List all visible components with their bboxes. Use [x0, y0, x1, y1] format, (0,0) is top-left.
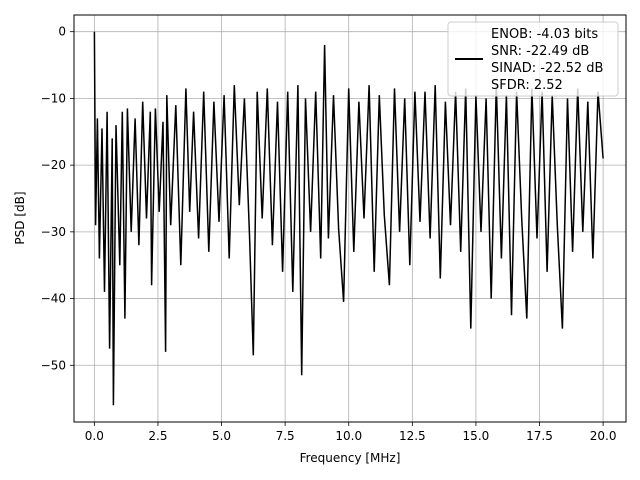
- x-tick-label: 15.0: [463, 429, 490, 443]
- y-tick-label: −10: [41, 91, 66, 105]
- y-axis-label: PSD [dB]: [13, 191, 27, 244]
- x-tick-label: 20.0: [590, 429, 617, 443]
- axes-frame: [73, 14, 627, 423]
- ticks: 0.0 2.5 5.0 7.5 10.0 12.5 15.0 17.5 20.0 0 −10 −20 −…: [41, 25, 617, 443]
- legend-entry-sinad: SINAD: -22.52 dB: [491, 61, 603, 76]
- x-tick-label: 10.0: [335, 429, 362, 443]
- y-tick-label: −50: [41, 358, 66, 372]
- y-tick-label: 0: [58, 25, 66, 39]
- legend-entry-sfdr: SFDR: 2.52: [491, 78, 563, 93]
- x-tick-label: 0.0: [85, 429, 104, 443]
- x-tick-label: 12.5: [399, 429, 426, 443]
- legend-entry-snr: SNR: -22.49 dB: [491, 44, 589, 59]
- legend-box: [447, 21, 619, 97]
- x-tick-label: 7.5: [276, 429, 295, 443]
- y-tick-label: −20: [41, 158, 66, 172]
- x-axis-label: Frequency [MHz]: [300, 451, 401, 465]
- legend-entry-enob: ENOB: -4.03 bits: [491, 27, 598, 42]
- x-tick-label: 17.5: [526, 429, 553, 443]
- legend: ENOB: -4.03 bits SNR: -22.49 dB SINAD: -…: [447, 21, 619, 97]
- y-tick-label: −40: [41, 292, 66, 306]
- x-tick-label: 5.0: [212, 429, 231, 443]
- y-tick-label: −30: [41, 225, 66, 239]
- x-tick-label: 2.5: [148, 429, 167, 443]
